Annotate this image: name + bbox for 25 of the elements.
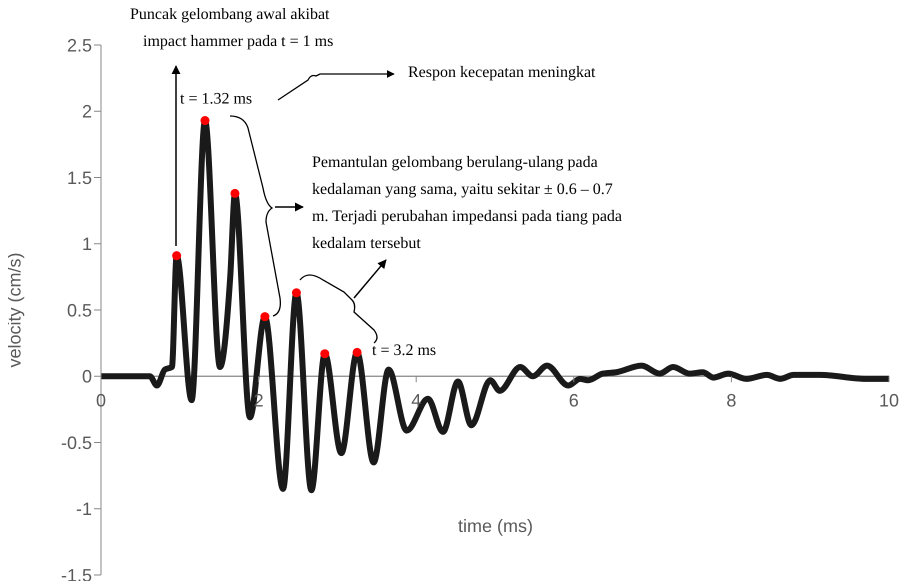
y-tick-label: 2 — [82, 102, 92, 122]
annotation: Puncak gelombang awal akibat impact hammer pada t = 1 ms — [130, 6, 334, 50]
y-tick-label: -0.5 — [60, 432, 92, 453]
y-tick-label: 0 — [82, 366, 92, 387]
point — [260, 312, 270, 322]
x-axis-title: time (ms) — [458, 516, 533, 537]
x-tick-label: 10 — [878, 390, 900, 410]
annotation: Respon kecepatan meningkat — [408, 64, 596, 81]
point — [200, 116, 210, 126]
x-tick-label: 4 — [411, 390, 422, 410]
point — [172, 251, 182, 260]
x-tick-label: 8 — [726, 390, 736, 410]
y-tick-label: 1.5 — [66, 168, 92, 188]
y-tick-label: 1 — [82, 234, 92, 254]
annotation: t = 1.32 ms — [180, 90, 252, 108]
point — [352, 348, 362, 357]
x-tick-label: 6 — [568, 390, 579, 410]
annotation: Pemantulan gelombang berulang-ulang pada kedalaman yang sama, yaitu sekitar ± 0.6 – 0.7 m. Terjadi perubahan impedansi pada tiang pada kedalam tersebut — [312, 154, 622, 252]
annotation: t = 3.2 ms — [372, 342, 436, 359]
point — [230, 188, 240, 198]
point — [320, 349, 330, 358]
y-tick-label: -1 — [76, 499, 92, 520]
y-tick-label: 2.5 — [66, 35, 92, 56]
point — [292, 288, 301, 298]
y-tick-label: 0.5 — [66, 300, 92, 320]
